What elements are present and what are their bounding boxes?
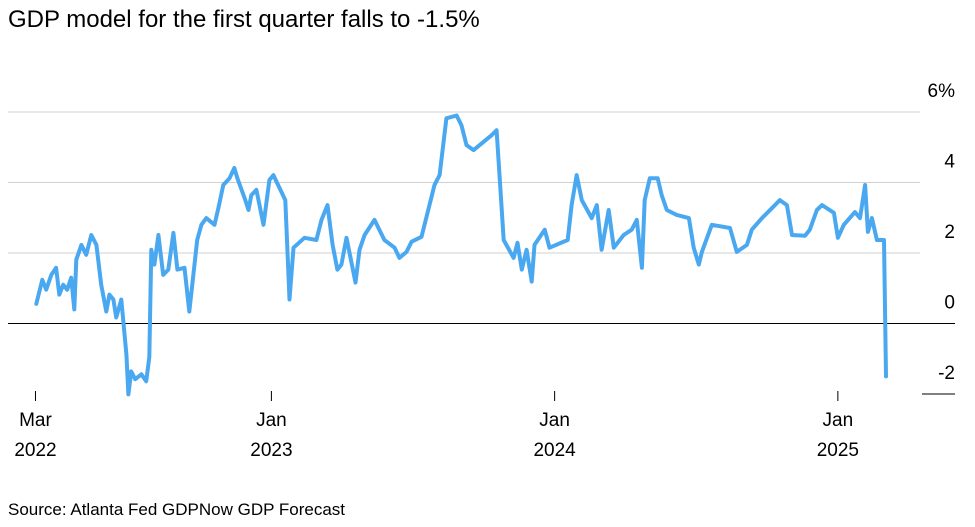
x-tick-label: Jan 2025 (816, 410, 859, 461)
y-tick-label: -2 (938, 363, 955, 384)
chart-title: GDP model for the first quarter falls to… (8, 6, 480, 33)
y-tick-label: 4 (944, 152, 955, 173)
data-line (34, 113, 888, 397)
x-tick-label: Jan 2024 (533, 410, 576, 461)
x-tick-label: Mar 2022 (14, 410, 57, 461)
y-tick-label: 6% (928, 81, 956, 102)
source-note: Source: Atlanta Fed GDPNow GDP Forecast (8, 500, 345, 519)
x-tick-label: Jan 2023 (250, 410, 293, 461)
y-tick-label: 0 (944, 293, 955, 314)
y-tick-label: 2 (944, 222, 955, 243)
